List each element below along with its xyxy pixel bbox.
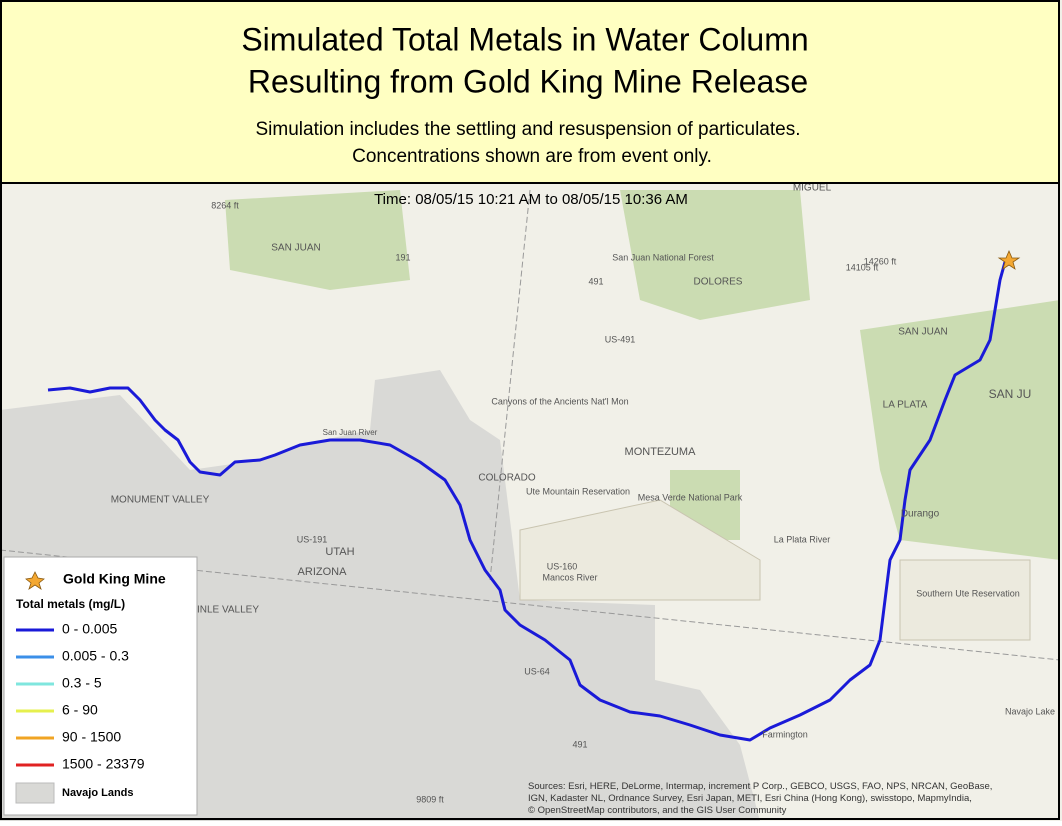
legend-mine-marker [25, 571, 45, 590]
map-label: La Plata River [774, 534, 831, 544]
legend-label: 90 - 1500 [62, 729, 121, 745]
legend-site: Gold King Mine [63, 571, 166, 587]
legend-area: Navajo Lands [62, 787, 134, 799]
map-label: 491 [572, 739, 587, 749]
map-label: US-191 [297, 534, 328, 544]
map-label: SAN JUAN [271, 243, 320, 254]
legend-label: 6 - 90 [62, 702, 98, 718]
map-label: UTAH [325, 546, 354, 558]
title-line: Simulated Total Metals in Water Column [241, 21, 808, 57]
map-label: 9809 ft [416, 794, 444, 804]
map-label: Durango [901, 509, 940, 520]
reservation [519, 499, 1031, 641]
map-label: ARIZONA [298, 566, 348, 578]
river-plume [47, 261, 1007, 742]
map-label: Ute Mountain Reservation [526, 486, 630, 496]
map-label: San Juan National Forest [612, 252, 714, 262]
map-label: COLORADO [478, 473, 535, 484]
map-label: US-160 [547, 561, 578, 571]
state-line [489, 189, 531, 581]
map-label: 14260 ft [864, 256, 897, 266]
map-label: LA PLATA [883, 400, 928, 411]
map-label: Mancos River [542, 572, 597, 582]
map-label: 14105 ft [846, 262, 879, 272]
map-label: US-64 [524, 666, 550, 676]
mine-marker [997, 249, 1021, 270]
map-label: SAN JUAN [898, 327, 947, 338]
map-label: MONTEZUMA [625, 446, 697, 458]
map-label: US-491 [605, 334, 636, 344]
map-label: Canyons of the Ancients Nat'l Mon [491, 396, 628, 406]
map-label: Farmington [762, 729, 808, 739]
map-label: Southern Ute Reservation [916, 588, 1020, 598]
legend-label: 0.3 - 5 [62, 675, 102, 691]
legend-label: 1500 - 23379 [62, 756, 145, 772]
legend-label: 0 - 0.005 [62, 621, 117, 637]
subtitle-line: Simulation includes the settling and res… [256, 119, 801, 140]
title-line: Resulting from Gold King Mine Release [248, 63, 808, 99]
map-label: 191 [395, 252, 410, 262]
map-label: 8264 ft [211, 200, 239, 210]
state-line [0, 549, 1061, 661]
map-label: Mesa Verde National Park [638, 492, 743, 502]
legend-label: 0.005 - 0.3 [62, 648, 129, 664]
map-label: SAN JU [989, 387, 1032, 401]
map-label: DOLORES [694, 277, 743, 288]
sources: Sources: Esri, HERE, DeLorme, Intermap, … [528, 781, 992, 816]
subtitle-line: Concentrations shown are from event only… [352, 146, 712, 167]
header-panel [0, 0, 1060, 184]
legend-heading: Total metals (mg/L) [16, 597, 125, 611]
map-label: INLE VALLEY [197, 605, 259, 616]
map-label: MONUMENT VALLEY [111, 495, 210, 506]
legend-panel [3, 556, 198, 816]
map-label: Navajo Lake [1005, 706, 1055, 716]
time-label: Time: 08/05/15 10:21 AM to 08/05/15 10:3… [374, 191, 688, 208]
legend-swatch [15, 782, 55, 804]
map-label: 491 [588, 276, 603, 286]
forest [225, 190, 1060, 560]
map-label: MIGUEL [793, 183, 832, 194]
map-label: San Juan River [323, 428, 378, 437]
